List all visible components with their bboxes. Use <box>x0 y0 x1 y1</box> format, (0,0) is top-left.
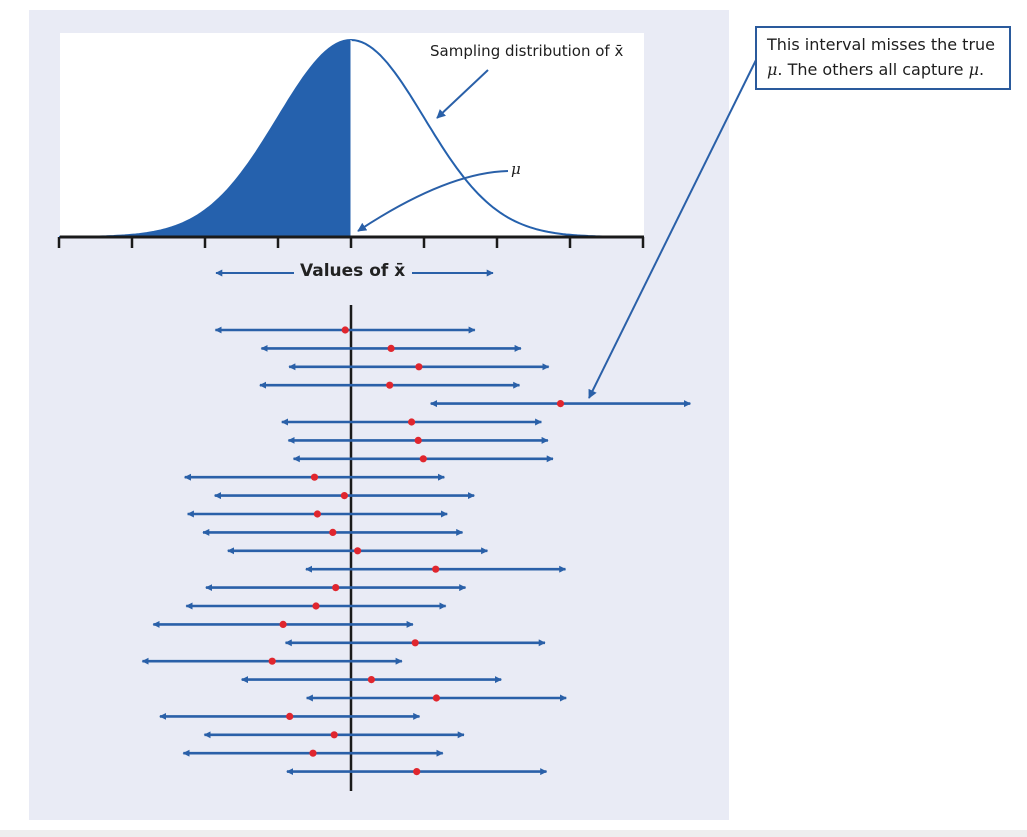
callout-box: This interval misses the true μ. The oth… <box>755 26 1011 90</box>
sample-mean-point <box>330 731 338 739</box>
sample-mean-point <box>341 326 349 334</box>
bottom-strip <box>0 830 1027 837</box>
left-half-shaded-area <box>59 40 351 237</box>
callout-line-1: This interval misses the true <box>767 35 996 54</box>
curve-area <box>60 33 644 238</box>
sample-mean-point <box>332 584 340 592</box>
mu-pointer-arrow <box>357 170 509 232</box>
sample-mean-point <box>310 473 319 481</box>
sample-mean-point <box>286 712 294 721</box>
sample-mean-point <box>556 400 565 408</box>
sample-mean-point <box>340 492 348 500</box>
sample-mean-point <box>279 620 287 629</box>
sample-mean-point <box>432 565 440 573</box>
callout-line-2: μ. The others all capture μ. <box>767 60 985 79</box>
sample-mean-point <box>312 602 320 610</box>
sample-mean-point <box>408 418 416 426</box>
sample-mean-point <box>413 768 421 776</box>
sample-mean-point <box>354 547 362 555</box>
sample-mean-point <box>387 344 395 352</box>
sample-mean-point <box>415 363 423 371</box>
sample-mean-point <box>329 528 337 537</box>
confidence-intervals <box>141 326 691 776</box>
callout-pointer-arrow <box>588 55 759 399</box>
sample-mean-point <box>432 694 440 702</box>
sampling-pointer-arrow <box>436 69 489 119</box>
sample-mean-point <box>414 436 422 444</box>
sample-mean-point <box>268 657 276 665</box>
mu-label: μ <box>511 160 521 178</box>
values-of-xbar-label: Values of x̄ <box>300 261 406 281</box>
sample-mean-point <box>386 381 394 389</box>
sample-mean-point <box>309 749 317 757</box>
sample-mean-point <box>411 639 419 647</box>
x-axis <box>57 235 645 248</box>
sampling-distribution-label: Sampling distribution of x̄ <box>430 42 624 60</box>
sample-mean-point <box>419 455 427 463</box>
sample-mean-point <box>313 510 321 518</box>
sample-mean-point <box>367 676 375 684</box>
